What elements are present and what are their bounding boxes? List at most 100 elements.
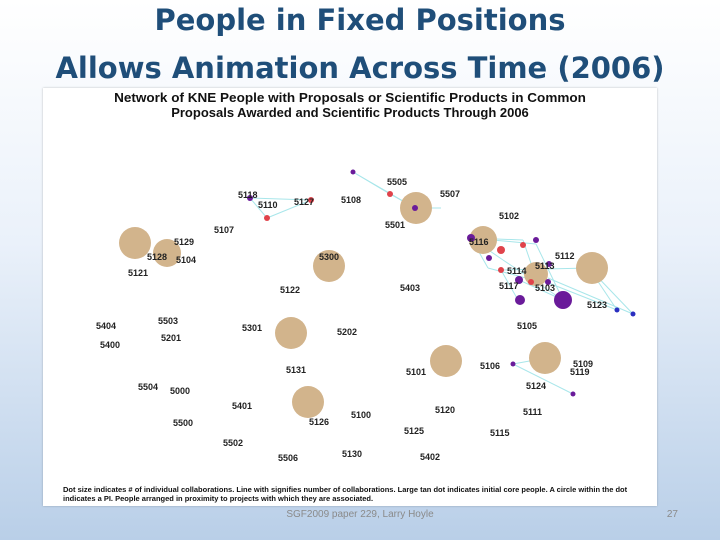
- node-label: 5121: [128, 268, 148, 278]
- node: [498, 267, 504, 273]
- figure-caption: Dot size indicates # of individual colla…: [63, 485, 628, 503]
- edge: [535, 243, 564, 301]
- node: [486, 255, 492, 261]
- node-label: 5502: [223, 438, 243, 448]
- node-label: 5116: [469, 237, 489, 247]
- node-label: 5402: [420, 452, 440, 462]
- node-label: 5126: [309, 417, 329, 427]
- node: [546, 261, 552, 267]
- node-label: 5119: [570, 367, 590, 377]
- node-label: 5107: [214, 225, 234, 235]
- node-label: 5500: [173, 418, 193, 428]
- node-label: 5403: [400, 283, 420, 293]
- node-label: 5501: [385, 220, 405, 230]
- node-label: 5106: [480, 361, 500, 371]
- node-label: 5505: [387, 177, 407, 187]
- node-label: 5130: [342, 449, 362, 459]
- edge: [266, 199, 312, 219]
- node: [515, 276, 523, 284]
- node: [630, 311, 636, 317]
- node-label: 5118: [238, 190, 258, 200]
- node: [510, 361, 516, 367]
- edge: [352, 171, 391, 195]
- node-label: 5201: [161, 333, 181, 343]
- slide-title-line-2: Allows Animation Across Time (2006): [55, 51, 665, 85]
- node-label: 5122: [280, 285, 300, 295]
- collaborator-nodes: [247, 169, 636, 397]
- node: [467, 234, 475, 242]
- node: [387, 191, 393, 197]
- node-label: 5100: [351, 410, 371, 420]
- edge: [249, 197, 268, 219]
- slide-title-line-1: People in Fixed Positions: [154, 3, 566, 37]
- edge: [512, 363, 574, 395]
- node-label: 5108: [341, 195, 361, 205]
- node-label: 5120: [435, 405, 455, 415]
- node-label: 5105: [517, 321, 537, 331]
- node: [570, 391, 576, 397]
- node-label: 5504: [138, 382, 158, 392]
- node: [412, 205, 418, 211]
- slide-footer: SGF2009 paper 229, Larry Hoyle: [286, 509, 434, 520]
- figure-title-line-1: Network of KNE People with Proposals or …: [114, 90, 586, 105]
- node-label: 5507: [440, 189, 460, 199]
- core-people-nodes: [119, 192, 608, 418]
- node-label: 5123: [587, 300, 607, 310]
- edge: [249, 197, 312, 201]
- node: [520, 242, 526, 248]
- node-label: 5104: [176, 255, 196, 265]
- node-label: 5102: [499, 211, 519, 221]
- node-label: 5117: [499, 281, 519, 291]
- node-labels: 5118 5110 5127 5108 5505 5507 5107 5501 …: [96, 177, 607, 463]
- node-label: 5109: [573, 359, 593, 369]
- node: [247, 195, 253, 201]
- node: [430, 345, 462, 377]
- node-label: 5124: [526, 381, 546, 391]
- node-label: 5506: [278, 453, 298, 463]
- node-label: 5112: [555, 251, 575, 261]
- node: [528, 279, 534, 285]
- node: [545, 279, 551, 285]
- node: [614, 307, 620, 313]
- node: [275, 317, 307, 349]
- node-label: 5115: [490, 428, 510, 438]
- node-label: 5101: [406, 367, 426, 377]
- node-label: 5301: [242, 323, 262, 333]
- node-label: 5300: [319, 252, 339, 262]
- node-label: 5404: [96, 321, 116, 331]
- edge: [500, 269, 519, 301]
- network-graph: 5118 5110 5127 5108 5505 5507 5107 5501 …: [96, 169, 636, 463]
- node-label: 5000: [170, 386, 190, 396]
- node: [292, 386, 324, 418]
- figure-title-line-2: Proposals Awarded and Scientific Product…: [171, 105, 529, 120]
- node-label: 5111: [523, 407, 542, 417]
- node: [350, 169, 356, 175]
- page-number: 27: [666, 509, 678, 520]
- node: [576, 252, 608, 284]
- node-label: 5103: [535, 283, 555, 293]
- node: [469, 226, 497, 254]
- node-label: 5110: [258, 200, 278, 210]
- node-label: 5401: [232, 401, 252, 411]
- node: [554, 291, 572, 309]
- node: [515, 295, 525, 305]
- node-label: 5400: [100, 340, 120, 350]
- node: [529, 342, 561, 374]
- node: [264, 215, 270, 221]
- node-label: 5503: [158, 316, 178, 326]
- node: [153, 239, 181, 267]
- node-label: 5127: [294, 197, 314, 207]
- node-label: 5202: [337, 327, 357, 337]
- node-label: 5125: [404, 426, 424, 436]
- edge: [547, 277, 634, 315]
- node-label: 5128: [147, 252, 167, 262]
- node-label: 5129: [174, 237, 194, 247]
- node: [119, 227, 151, 259]
- node: [308, 197, 314, 203]
- network-figure: Network of KNE People with Proposals or …: [43, 88, 657, 506]
- node: [313, 250, 345, 282]
- node: [497, 246, 505, 254]
- node-label: 5131: [286, 365, 306, 375]
- node-label: 5113: [535, 261, 555, 271]
- node: [533, 237, 539, 243]
